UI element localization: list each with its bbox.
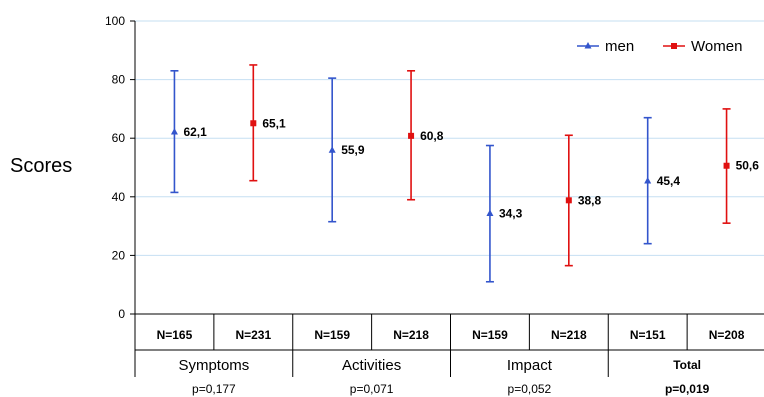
legend-marker-square — [671, 43, 677, 49]
p-value-label: p=0,071 — [350, 382, 394, 396]
p-value-label: p=0,019 — [665, 382, 710, 396]
data-label: 50,6 — [736, 159, 760, 173]
legend: men Women — [577, 38, 742, 55]
p-value-label: p=0,177 — [192, 382, 236, 396]
group-label: Impact — [507, 357, 553, 374]
mean-marker-square — [408, 132, 415, 139]
group-label: Activities — [342, 357, 401, 374]
sample-size-label: N=218 — [393, 328, 429, 342]
mean-marker-triangle — [486, 209, 494, 217]
sample-size-label: N=231 — [235, 328, 271, 342]
sample-size-label: N=208 — [709, 328, 745, 342]
sample-size-label: N=159 — [314, 328, 350, 342]
category-table: N=165 N=231 N=159 N=218 N=159 N=218 N=151 N=208… — [134, 314, 764, 396]
y-axis-label: Scores — [10, 155, 72, 177]
p-value-label: p=0,052 — [508, 382, 552, 396]
y-tick-label: 80 — [112, 73, 126, 87]
group-label: Symptoms — [178, 357, 249, 374]
legend-marker-triangle — [584, 42, 592, 49]
y-tick-label: 20 — [112, 248, 126, 262]
legend-label: men — [605, 38, 634, 55]
sample-size-label: N=159 — [472, 328, 508, 342]
y-tick-label: 40 — [112, 190, 126, 204]
error-bars: 62,1 65,1 55,9 60,8 34,3 38,8 45,4 50,6 — [170, 64, 760, 283]
y-tick-label: 100 — [105, 14, 125, 28]
data-label: 45,4 — [657, 174, 681, 188]
data-label: 55,9 — [341, 143, 365, 157]
mean-marker-square — [723, 162, 730, 169]
data-label: 38,8 — [578, 193, 602, 207]
group-label: Total — [673, 358, 701, 372]
sample-size-label: N=218 — [551, 328, 587, 342]
legend-label: Women — [691, 38, 742, 55]
y-axis-ticks: 0 20 40 60 80 100 — [105, 14, 135, 321]
mean-marker-triangle — [328, 146, 336, 153]
axes — [134, 21, 764, 315]
y-tick-label: 0 — [118, 307, 125, 321]
mean-marker-square — [565, 197, 572, 204]
data-label: 34,3 — [499, 207, 523, 221]
gridlines — [135, 20, 764, 256]
y-tick-label: 60 — [112, 131, 126, 145]
sample-size-label: N=151 — [630, 328, 666, 342]
data-label: 65,1 — [262, 116, 286, 130]
mean-marker-triangle — [644, 176, 652, 184]
data-label: 60,8 — [420, 129, 444, 143]
mean-marker-square — [250, 120, 257, 127]
sample-size-label: N=165 — [157, 328, 193, 342]
data-label: 62,1 — [183, 125, 207, 139]
mean-marker-triangle — [170, 128, 178, 135]
